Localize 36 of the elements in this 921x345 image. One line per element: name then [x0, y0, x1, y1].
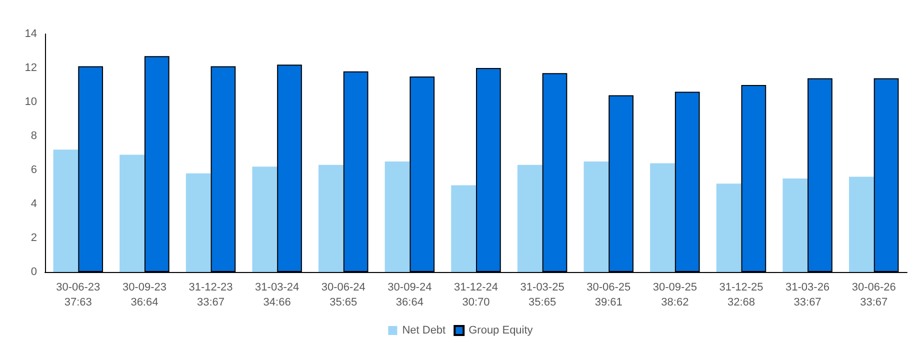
y-tick-label: 14 [24, 28, 37, 40]
bar [384, 162, 410, 272]
x-tick-label: 30-06-25 39:61 [586, 282, 631, 308]
bar [53, 150, 78, 272]
x-tick-label: 30-06-24 35:65 [321, 282, 366, 308]
x-tick-label: 30-09-23 36:64 [122, 282, 166, 308]
y-tick-label: 6 [30, 164, 37, 176]
x-tick-label: 31-03-25 35:65 [520, 282, 564, 308]
legend-label: Net Debt [402, 324, 446, 336]
bar [716, 184, 742, 272]
x-tick-label: 31-12-24 30:70 [454, 282, 498, 308]
bar [451, 185, 476, 272]
bar [120, 154, 144, 272]
bar [318, 164, 344, 272]
x-tick-label: 30-06-26 33:67 [852, 282, 896, 308]
y-tick-label: 2 [30, 232, 37, 244]
x-tick-label: 31-03-26 33:67 [786, 282, 830, 308]
y-tick-label: 8 [30, 130, 37, 142]
x-tick-label: 31-12-25 32:68 [719, 282, 764, 308]
y-tick-label: 4 [30, 198, 37, 210]
bar [584, 162, 609, 272]
bar [650, 163, 675, 272]
x-tick-label: 30-09-25 38:62 [652, 282, 697, 308]
bar [252, 166, 278, 272]
bar [848, 176, 874, 272]
y-tick-label: 0 [30, 266, 37, 278]
x-tick-label: 31-12-23 33:67 [188, 282, 233, 308]
y-tick-label: 10 [24, 96, 37, 108]
bar [517, 164, 542, 272]
x-tick-label: 30-06-23 37:63 [56, 282, 100, 308]
bar [782, 178, 808, 272]
x-tick-label: 31-03-24 34:66 [255, 282, 300, 308]
y-tick-label: 12 [24, 62, 37, 74]
x-tick-label: 30-09-24 36:64 [388, 282, 432, 308]
bar [186, 173, 211, 272]
legend-label: Group Equity [468, 324, 534, 336]
